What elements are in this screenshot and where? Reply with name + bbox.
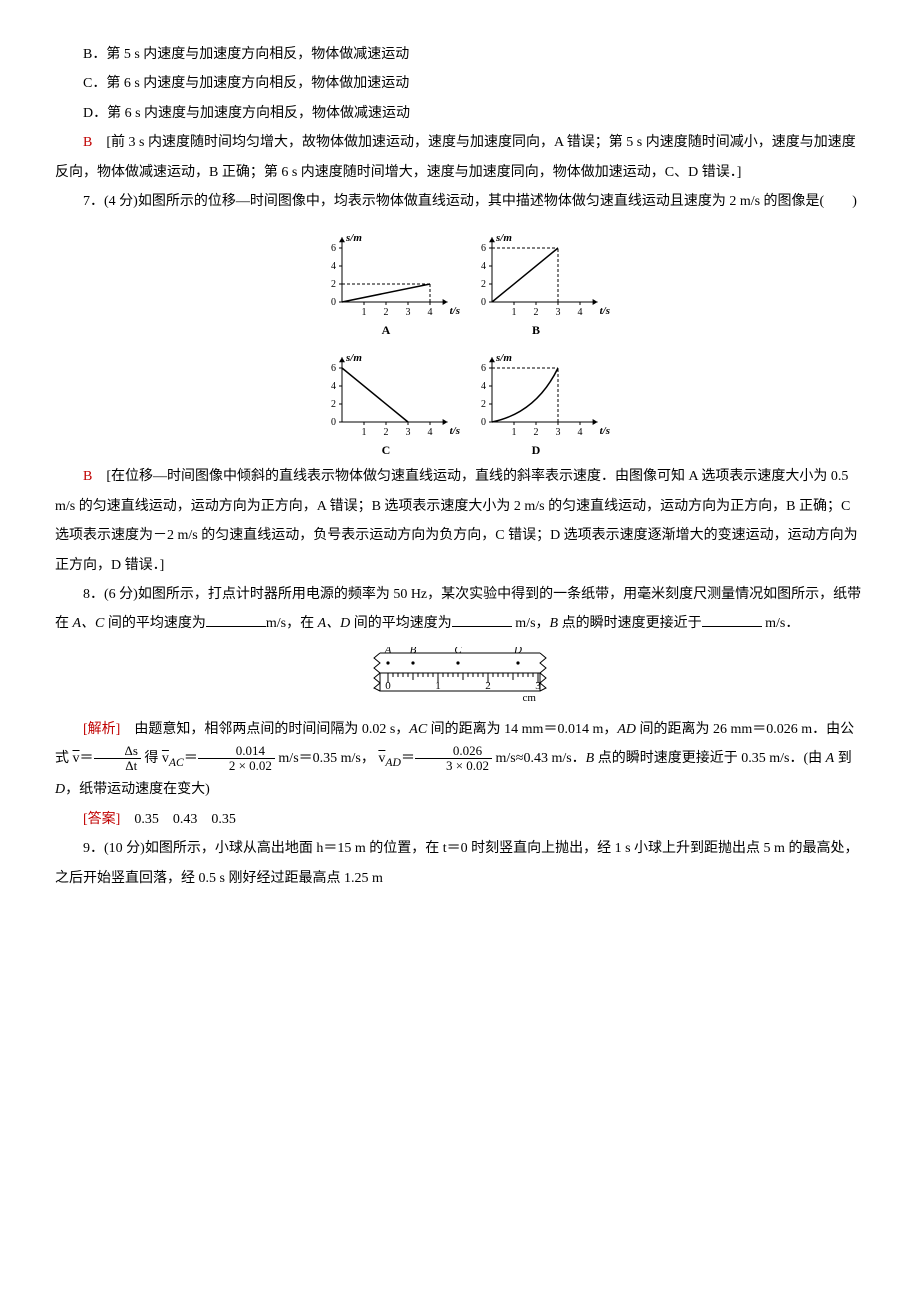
svg-text:4: 4	[481, 381, 486, 392]
frac-vad: 0.0263 × 0.02	[415, 744, 492, 774]
svg-text:0: 0	[331, 297, 336, 308]
svg-text:4: 4	[428, 427, 433, 438]
chart-panel-C: 0 2 4 6 1 2 3 4 t/s s/m C	[310, 342, 460, 456]
svg-text:2: 2	[481, 399, 486, 410]
q9-stem: 9．(10 分)如图所示，小球从高出地面 h＝15 m 的位置，在 t＝0 时刻…	[55, 834, 865, 893]
svg-text:s/m: s/m	[345, 233, 362, 245]
svg-text:0: 0	[481, 297, 486, 308]
svg-text:cm: cm	[523, 692, 537, 704]
svg-text:s/m: s/m	[495, 233, 512, 245]
frac-dsdt: ΔsΔt	[94, 744, 141, 774]
q8-answer: [答案] 0.35 0.43 0.35	[55, 805, 865, 834]
blank-2	[452, 612, 512, 627]
frac-vac: 0.0142 × 0.02	[198, 744, 275, 774]
svg-text:2: 2	[384, 307, 389, 318]
q8-tape-figure: A B C D 0 1 2 3cm	[55, 647, 865, 707]
q7-stem: 7．(4 分)如图所示的位移—时间图像中，均表示物体做直线运动，其中描述物体做匀…	[55, 187, 865, 216]
svg-text:B: B	[410, 647, 417, 656]
answer-label: [答案]	[83, 812, 120, 827]
svg-text:3: 3	[556, 427, 561, 438]
svg-text:A: A	[382, 323, 391, 336]
svg-text:6: 6	[331, 363, 336, 374]
svg-text:4: 4	[578, 307, 583, 318]
q7-charts-row2: 0 2 4 6 1 2 3 4 t/s s/m C 0 2 4 6 1 2 3 4 t/s s/m D	[55, 342, 865, 456]
svg-text:6: 6	[331, 243, 336, 254]
solution-label: [解析]	[83, 722, 120, 737]
svg-text:6: 6	[481, 243, 486, 254]
svg-text:D: D	[513, 647, 522, 656]
q6-answer-block: B [前 3 s 内速度随时间均匀增大，故物体做加速运动，速度与加速度同向，A …	[55, 128, 865, 187]
svg-text:B: B	[532, 323, 540, 336]
svg-text:D: D	[532, 443, 541, 456]
svg-text:2: 2	[384, 427, 389, 438]
svg-text:0: 0	[481, 417, 486, 428]
svg-text:1: 1	[435, 680, 441, 692]
svg-text:6: 6	[481, 363, 486, 374]
q7-charts-row1: 0 2 4 6 1 2 3 4 t/s s/m A 0 2 4 6 1 2 3 4 t/s s/m B	[55, 222, 865, 336]
svg-text:3: 3	[406, 427, 411, 438]
svg-text:4: 4	[331, 261, 336, 272]
svg-text:A: A	[384, 647, 392, 656]
svg-text:s/m: s/m	[495, 353, 512, 365]
svg-text:t/s: t/s	[600, 425, 610, 437]
svg-text:2: 2	[485, 680, 491, 692]
svg-text:t/s: t/s	[450, 425, 460, 437]
svg-text:2: 2	[534, 307, 539, 318]
q8-solution: [解析] 由题意知，相邻两点间的时间间隔为 0.02 s，AC 间的距离为 14…	[55, 715, 865, 805]
q6-explanation: [前 3 s 内速度随时间均匀增大，故物体做加速运动，速度与加速度同向，A 错误…	[55, 135, 856, 179]
svg-text:4: 4	[331, 381, 336, 392]
svg-text:1: 1	[362, 427, 367, 438]
svg-text:2: 2	[331, 399, 336, 410]
svg-text:3: 3	[535, 680, 541, 692]
q7-explanation: [在位移—时间图像中倾斜的直线表示物体做匀速直线运动，直线的斜率表示速度．由图像…	[55, 469, 858, 572]
svg-text:1: 1	[512, 307, 517, 318]
chart-panel-B: 0 2 4 6 1 2 3 4 t/s s/m B	[460, 222, 610, 336]
q6-answer-letter: B	[83, 135, 92, 150]
chart-panel-A: 0 2 4 6 1 2 3 4 t/s s/m A	[310, 222, 460, 336]
blank-3	[702, 612, 762, 627]
svg-text:2: 2	[481, 279, 486, 290]
svg-text:4: 4	[481, 261, 486, 272]
svg-text:t/s: t/s	[450, 305, 460, 317]
q8-stem: 8．(6 分)如图所示，打点计时器所用电源的频率为 50 Hz，某次实验中得到的…	[55, 580, 865, 639]
svg-text:3: 3	[556, 307, 561, 318]
svg-text:3: 3	[406, 307, 411, 318]
svg-text:2: 2	[331, 279, 336, 290]
svg-text:t/s: t/s	[600, 305, 610, 317]
chart-panel-D: 0 2 4 6 1 2 3 4 t/s s/m D	[460, 342, 610, 456]
svg-text:2: 2	[534, 427, 539, 438]
q7-answer-letter: B	[83, 469, 92, 484]
svg-text:4: 4	[428, 307, 433, 318]
svg-text:0: 0	[331, 417, 336, 428]
svg-text:0: 0	[385, 680, 391, 692]
svg-text:s/m: s/m	[345, 353, 362, 365]
svg-text:C: C	[454, 647, 462, 656]
tape-svg: A B C D 0 1 2 3cm	[350, 647, 570, 707]
blank-1	[206, 612, 266, 627]
svg-text:4: 4	[578, 427, 583, 438]
svg-text:1: 1	[362, 307, 367, 318]
q6-opt-c: C．第 6 s 内速度与加速度方向相反，物体做加速运动	[55, 69, 865, 98]
svg-text:1: 1	[512, 427, 517, 438]
svg-text:C: C	[382, 443, 391, 456]
q7-answer-block: B [在位移—时间图像中倾斜的直线表示物体做匀速直线运动，直线的斜率表示速度．由…	[55, 462, 865, 580]
q6-opt-d: D．第 6 s 内速度与加速度方向相反，物体做减速运动	[55, 99, 865, 128]
q6-opt-b: B．第 5 s 内速度与加速度方向相反，物体做减速运动	[55, 40, 865, 69]
